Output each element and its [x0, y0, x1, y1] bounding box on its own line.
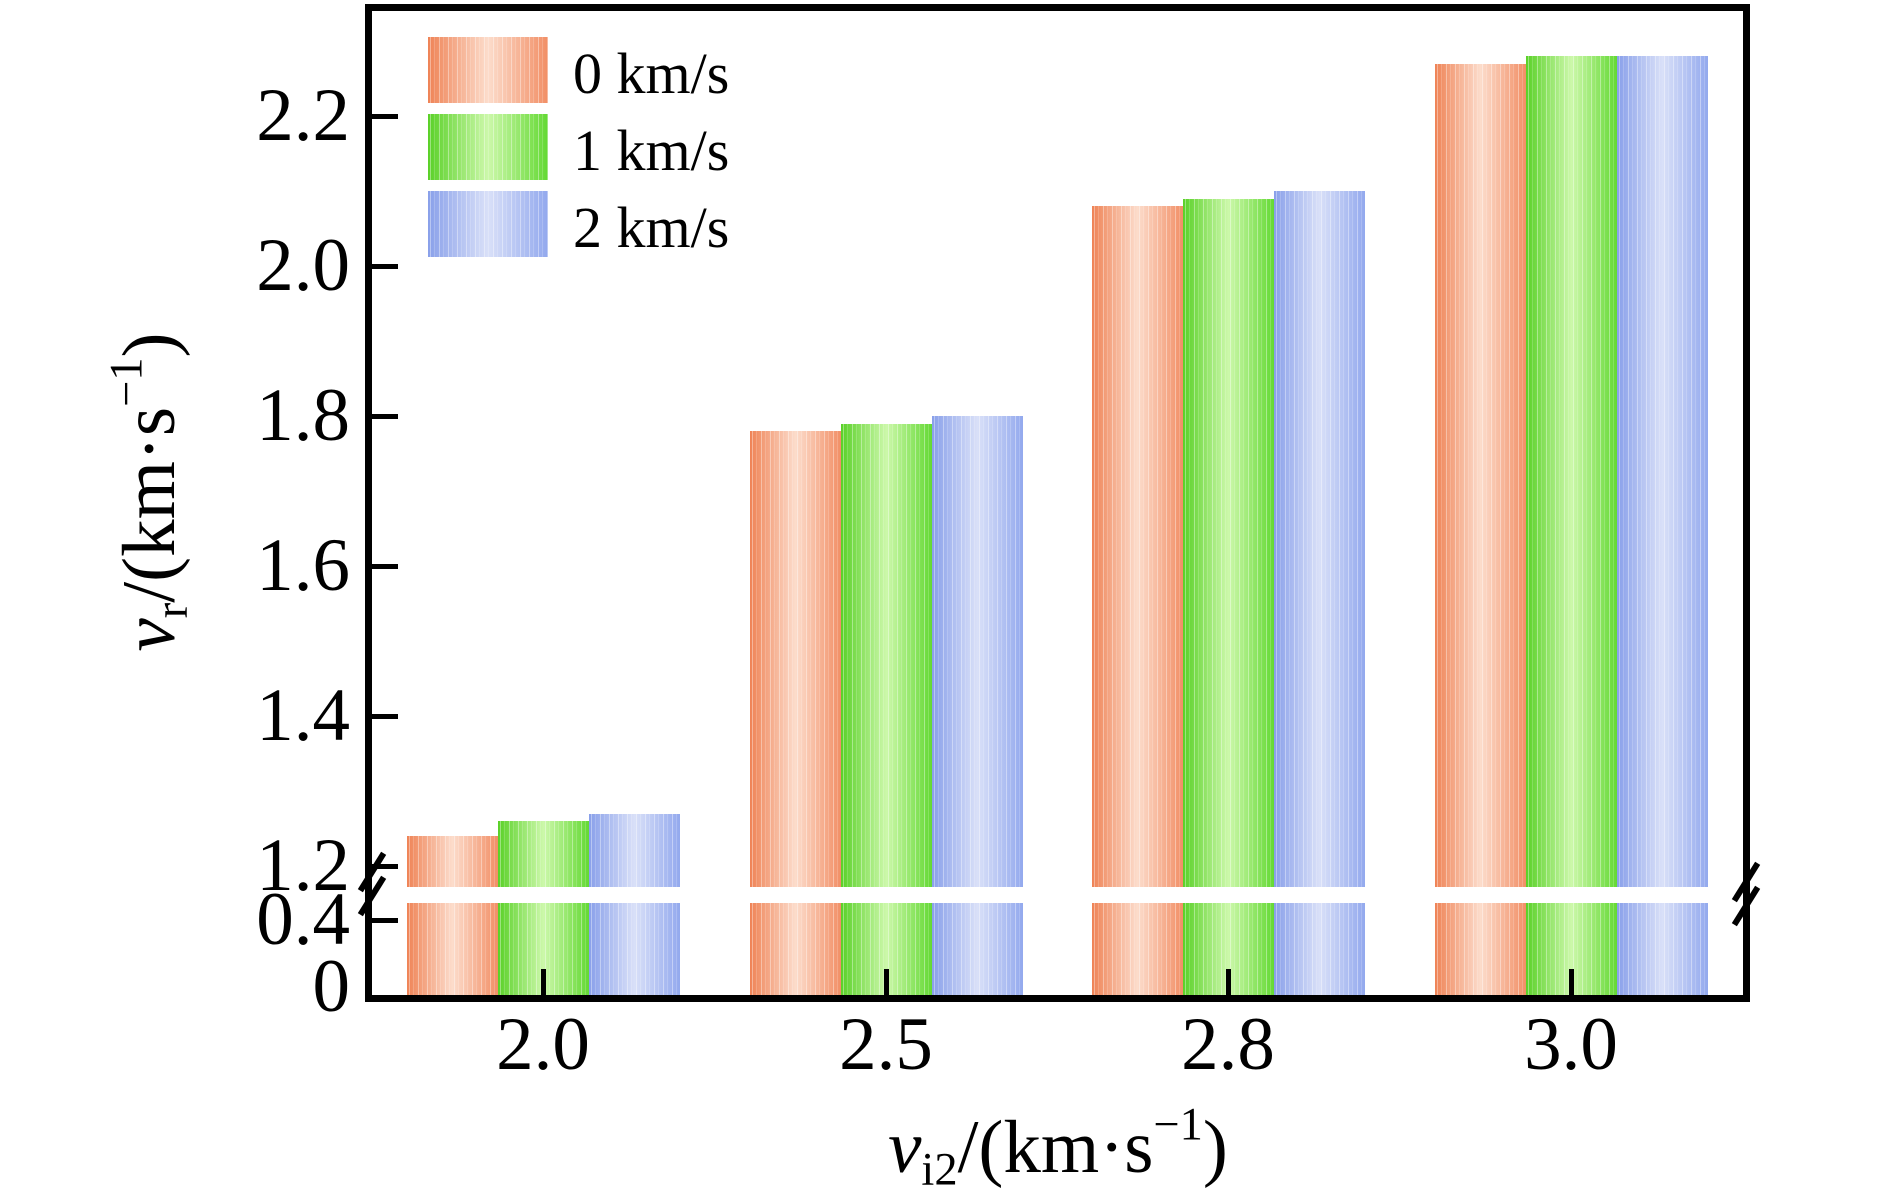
legend-label: 2 km/s — [573, 195, 730, 260]
bar — [406, 836, 498, 995]
y-title-unit: /(km·s — [108, 406, 192, 603]
y-title-variable: v — [108, 618, 192, 652]
x-title-variable: v — [888, 1106, 922, 1190]
x-tick — [883, 969, 889, 995]
y-tick — [372, 413, 398, 419]
y-tick-label: 1.6 — [256, 524, 350, 607]
x-tick-label: 2.8 — [1181, 1003, 1275, 1086]
bar — [1525, 56, 1617, 995]
bar — [497, 821, 589, 995]
axis-frame-left — [365, 4, 372, 1002]
legend-swatch — [428, 114, 548, 180]
y-tick — [372, 917, 398, 923]
y-tick — [372, 263, 398, 269]
x-title-unit: /(km·s — [957, 1106, 1154, 1190]
x-title-subscript: i2 — [921, 1144, 958, 1196]
y-axis-title: vr/(km·s−1) — [88, 332, 211, 651]
x-tick — [540, 969, 546, 995]
axis-frame-right — [1743, 4, 1750, 1002]
axis-frame-top — [365, 4, 1750, 11]
axis-frame-bottom — [365, 995, 1750, 1002]
x-tick-label: 2.5 — [839, 1003, 933, 1086]
legend-swatch — [428, 191, 548, 257]
y-tick — [372, 563, 398, 569]
y-tick-label: 2.2 — [256, 74, 350, 157]
y-tick-label: 0.4 — [256, 878, 350, 961]
bar — [1616, 56, 1708, 995]
bar — [1273, 191, 1365, 995]
x-tick-label: 3.0 — [1524, 1003, 1618, 1086]
x-tick-label: 2.0 — [496, 1003, 590, 1086]
axis-break-band — [372, 887, 1743, 903]
x-title-exponent: −1 — [1153, 1099, 1203, 1151]
y-tick — [372, 113, 398, 119]
y-tick-label: 1.2 — [256, 824, 350, 907]
y-tick-label: 1.8 — [256, 374, 350, 457]
bar — [1434, 63, 1526, 995]
legend-label: 1 km/s — [573, 118, 730, 183]
bar — [931, 416, 1023, 995]
x-tick — [1225, 969, 1231, 995]
x-axis-title: vi2/(km·s−1) — [888, 1086, 1228, 1203]
y-title-subscript: r — [146, 602, 198, 619]
y-title-unit-close: ) — [108, 332, 192, 358]
bar — [840, 423, 932, 995]
x-title-unit-close: ) — [1202, 1106, 1228, 1190]
y-tick-label: 0 — [312, 945, 351, 1028]
y-tick-label: 2.0 — [256, 224, 350, 307]
bar — [1182, 198, 1274, 995]
legend-label: 0 km/s — [573, 41, 730, 106]
bar — [749, 431, 841, 995]
legend-swatch — [428, 37, 548, 103]
y-title-exponent: −1 — [101, 357, 153, 407]
bar — [588, 813, 680, 995]
y-tick-label: 1.4 — [256, 674, 350, 757]
x-tick — [1568, 969, 1574, 995]
y-tick — [372, 713, 398, 719]
bar — [1091, 206, 1183, 995]
y-tick — [372, 863, 398, 869]
